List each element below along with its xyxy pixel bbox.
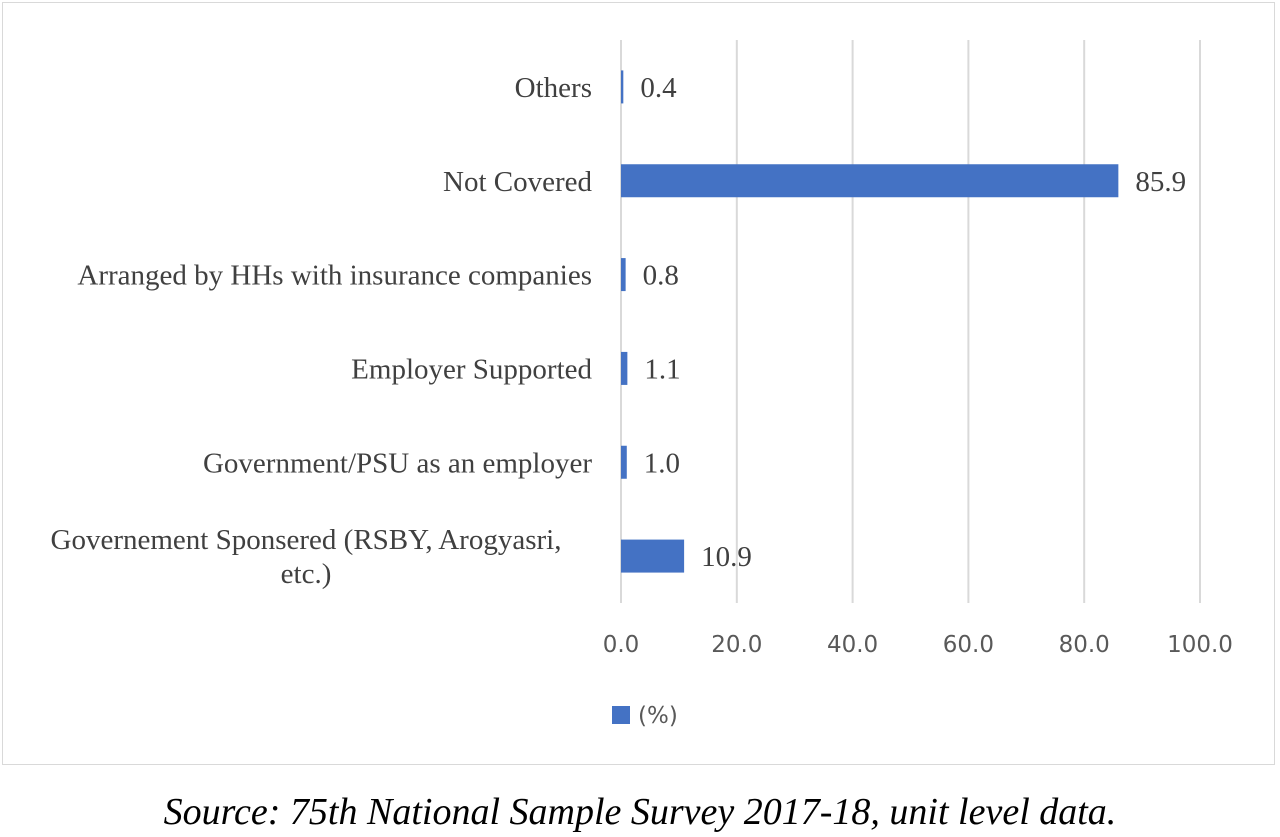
data-label: 10.9 bbox=[701, 541, 752, 573]
data-label: 1.1 bbox=[644, 353, 680, 385]
bar-chart: 0.0 20.0 40.0 60.0 80.0 100.0 10.9 Governement … bbox=[51, 40, 1233, 729]
bar bbox=[621, 164, 1119, 198]
bar bbox=[621, 445, 627, 479]
x-tick-label: 80.0 bbox=[1059, 632, 1110, 658]
category-label: Employer Supported bbox=[351, 353, 592, 385]
legend-label: (%) bbox=[638, 703, 678, 729]
category-label: Governement Sponsered (RSBY, Arogyasri, bbox=[51, 524, 562, 556]
x-tick-label: 40.0 bbox=[827, 632, 878, 658]
x-tick-label: 0.0 bbox=[603, 632, 640, 658]
chart-frame bbox=[2, 2, 1275, 765]
data-label: 85.9 bbox=[1135, 166, 1186, 198]
category-label: Arranged by HHs with insurance companies bbox=[77, 260, 592, 292]
category-label: Others bbox=[515, 72, 592, 104]
bar bbox=[621, 70, 624, 104]
x-tick-label: 60.0 bbox=[943, 632, 994, 658]
x-tick-label: 100.0 bbox=[1167, 632, 1233, 658]
data-label: 1.0 bbox=[644, 447, 680, 479]
bar bbox=[621, 258, 626, 292]
category-label: etc.) bbox=[281, 558, 332, 590]
bar bbox=[621, 539, 685, 573]
data-label: 0.8 bbox=[643, 260, 679, 292]
x-tick-label: 20.0 bbox=[711, 632, 762, 658]
source-note: Source: 75th National Sample Survey 2017… bbox=[163, 791, 1117, 833]
category-label: Government/PSU as an employer bbox=[203, 447, 592, 479]
data-label: 0.4 bbox=[640, 72, 677, 104]
bar bbox=[621, 351, 628, 385]
legend-swatch bbox=[612, 706, 630, 724]
category-label: Not Covered bbox=[443, 166, 592, 198]
